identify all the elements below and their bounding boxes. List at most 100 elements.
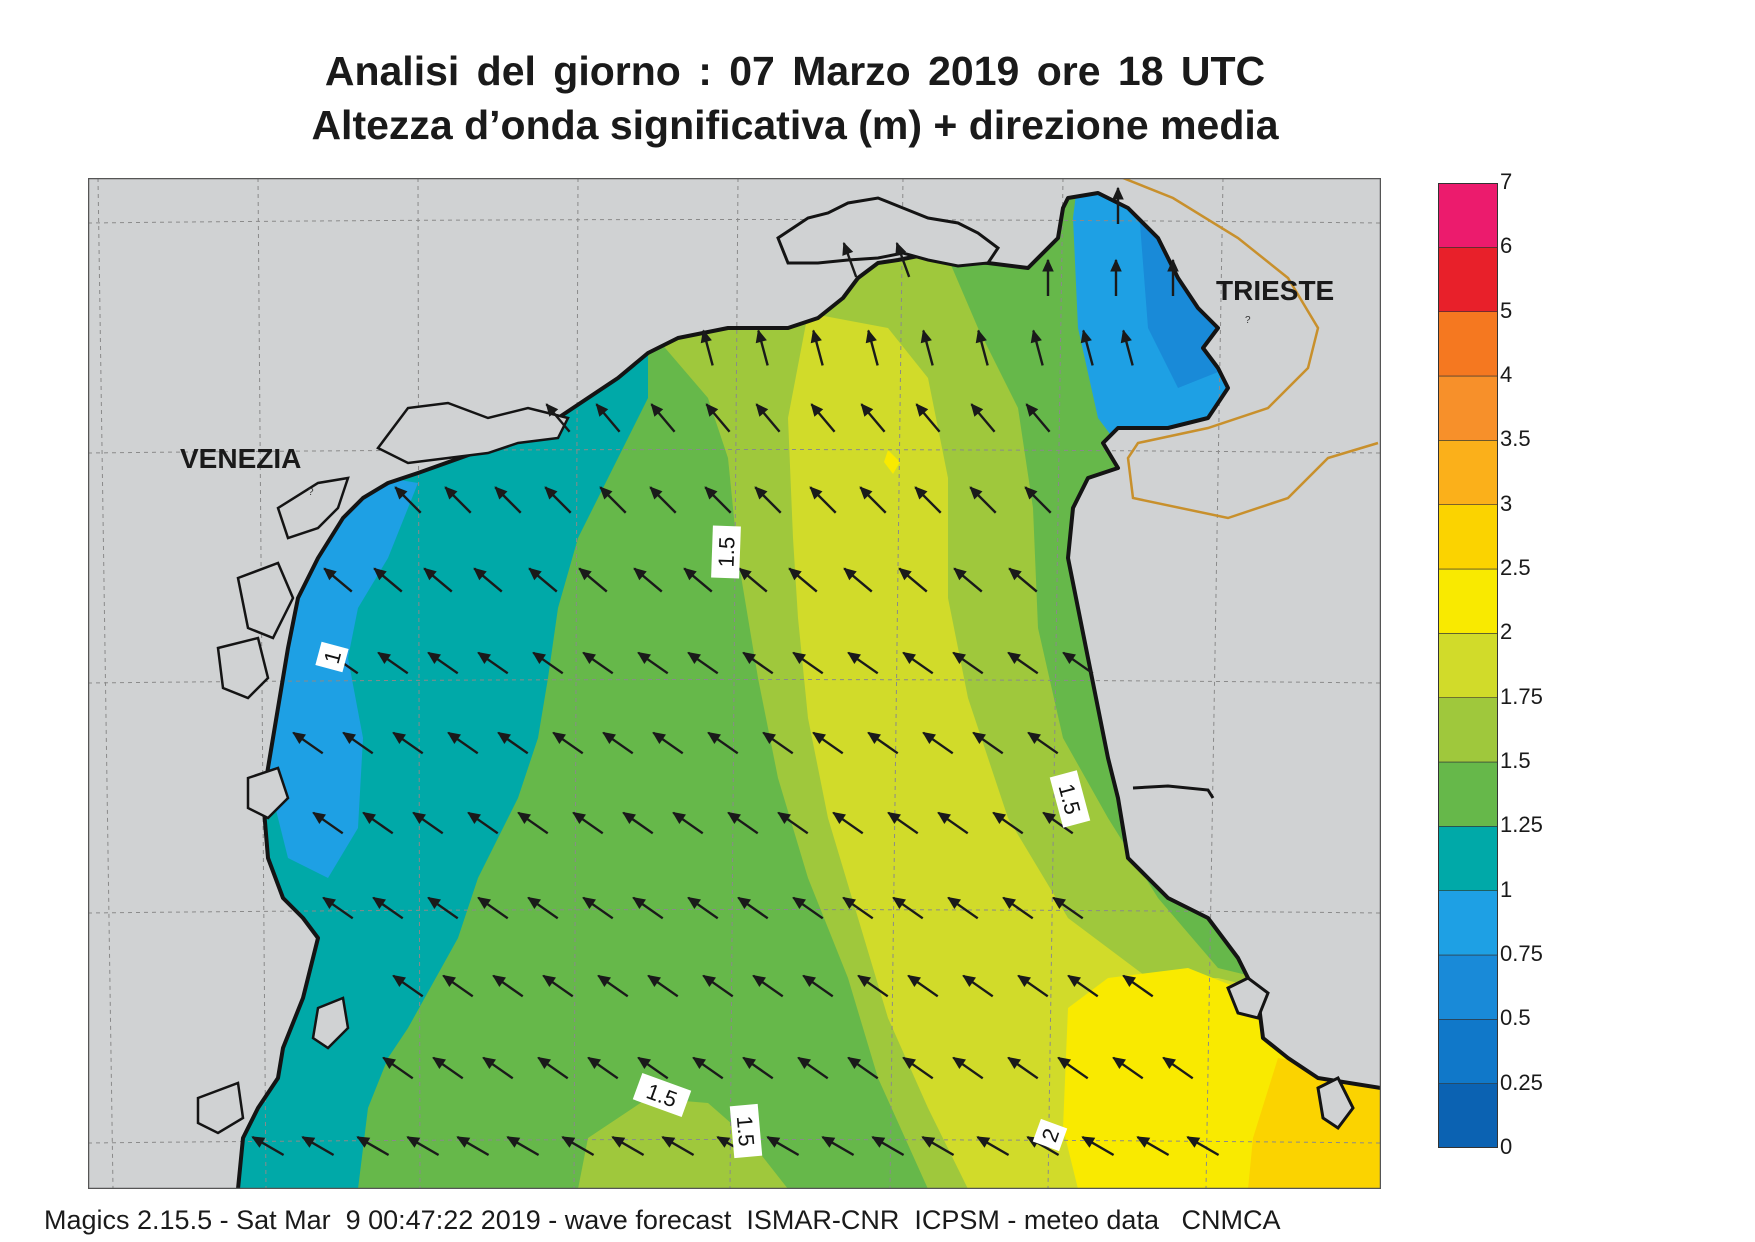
wave-arrow-head <box>920 329 932 344</box>
wave-arrow-head <box>649 486 663 500</box>
wave-arrow-head <box>602 731 616 745</box>
wave-arrow-head <box>1027 731 1041 745</box>
wave-arrow-head <box>716 1136 731 1148</box>
map-subtitle: Altezza d’onda significativa (m) + direz… <box>311 102 1279 148</box>
colorbar-segment <box>1438 1083 1498 1148</box>
wave-arrow-head <box>821 1136 836 1148</box>
colorbar-segment <box>1438 375 1498 441</box>
wave-arrow-head <box>860 403 874 417</box>
wave-arrow-head <box>755 329 767 344</box>
wave-arrow-head <box>578 567 592 581</box>
contour-labels: 1 1.5 1.5 1.5 1.5 2 <box>315 525 1091 1159</box>
wave-arrow-head <box>1062 651 1076 665</box>
wave-arrow-head <box>251 1136 266 1148</box>
wave-arrow-head <box>552 731 566 745</box>
wave-arrow-head <box>907 974 921 988</box>
colorbar-segment <box>1438 247 1498 312</box>
wave-arrow-head <box>423 567 437 581</box>
wave-arrow-head <box>865 329 877 344</box>
wave-arrow-head <box>392 731 406 745</box>
wave-arrow-head <box>1067 974 1081 988</box>
colorbar-tick-label: 4 <box>1500 362 1513 387</box>
contour-label-box <box>729 1103 763 1159</box>
wave-arrow-head <box>301 1136 316 1148</box>
contour-label-text: 1.5 <box>713 536 739 567</box>
wave-arrow-head <box>707 731 721 745</box>
contour-label: 1.5 <box>632 1072 692 1118</box>
wave-arrow-head <box>1122 974 1136 988</box>
colorbar-tick-label: 2 <box>1500 619 1513 645</box>
map-frame <box>87 177 1382 1190</box>
wave-map-svg: 1 1.5 1.5 1.5 1.5 2 VEN <box>87 177 1382 1190</box>
wave-arrow-head <box>792 651 806 665</box>
wave-arrow-head <box>517 811 531 825</box>
wave-arrow-head <box>492 974 506 988</box>
colorbar <box>1438 183 1498 1148</box>
wave-arrow-head <box>392 974 406 988</box>
contour-label: 1 <box>315 641 349 673</box>
wave-arrow-head <box>1008 567 1022 581</box>
wave-arrow-head <box>898 567 912 581</box>
wave-arrow-head <box>611 1136 626 1148</box>
graticule-meridian <box>1047 178 1064 1189</box>
sea-band-1-75-spot <box>884 450 900 474</box>
wave-arrow-head <box>792 896 806 910</box>
wave-arrow-head <box>1167 258 1179 272</box>
wave-arrow-head <box>976 1136 991 1148</box>
island-east <box>1226 976 1270 1020</box>
wave-arrow-head <box>953 567 967 581</box>
wave-arrow-head <box>622 811 636 825</box>
wave-arrow-head <box>922 731 936 745</box>
lagoon-island <box>246 766 290 820</box>
wave-arrow-head <box>810 403 824 417</box>
wave-arrow-head <box>587 1056 601 1070</box>
wave-arrow-head <box>372 896 386 910</box>
wave-arrow-head <box>788 567 802 581</box>
wave-arrow-head <box>532 651 546 665</box>
wave-arrow-head <box>902 651 916 665</box>
wave-arrow-head <box>847 651 861 665</box>
wave-arrow-head <box>871 1136 886 1148</box>
colorbar-segment <box>1438 311 1498 377</box>
colorbar-segment <box>1438 568 1498 634</box>
wave-arrow-head <box>970 403 984 417</box>
wave-arrow-head <box>683 567 697 581</box>
peninsula-spit <box>1132 784 1215 799</box>
colorbar-tick-label: 1 <box>1500 876 1513 902</box>
contour-label: 2 <box>1032 1118 1068 1152</box>
wave-arrow-head <box>342 731 356 745</box>
colorbar-tick-label: 0.75 <box>1500 941 1543 966</box>
wave-arrow-head <box>842 241 854 256</box>
island-north <box>776 196 1001 268</box>
wave-arrow-head <box>377 651 391 665</box>
graticule-meridian <box>889 178 904 1189</box>
wave-arrow-head <box>1017 974 1031 988</box>
wave-arrow-head <box>406 1136 421 1148</box>
wave-arrow-head <box>859 486 873 500</box>
wave-arrow-head <box>737 896 751 910</box>
wave-arrow-head <box>972 731 986 745</box>
colorbar-tick-label: 0 <box>1500 1134 1513 1159</box>
wave-arrow-head <box>842 896 856 910</box>
wave-arrow-head <box>456 1136 471 1148</box>
colorbar-segment <box>1438 826 1498 891</box>
contour-label-box <box>632 1072 692 1118</box>
wave-arrow-head <box>477 896 491 910</box>
wave-arrow-head <box>373 567 387 581</box>
wave-arrow-head <box>914 486 928 500</box>
lagoon-island <box>376 401 570 465</box>
wave-arrow-head <box>427 651 441 665</box>
graticule-meridian <box>97 178 114 1189</box>
wave-arrow-head <box>727 811 741 825</box>
wave-arrow-head <box>582 896 596 910</box>
place-label-venezia: VENEZIA <box>180 443 301 474</box>
wave-arrow-head <box>738 567 752 581</box>
place-label-trieste: TRIESTE <box>1216 275 1334 306</box>
wave-arrow-head <box>527 896 541 910</box>
contour-label: 1.5 <box>729 1103 763 1159</box>
lagoon-island <box>216 636 270 700</box>
colorbar-tick-label: 3.5 <box>1500 426 1531 452</box>
wave-arrow-head <box>537 1056 551 1070</box>
contour-label: 1.5 <box>1049 770 1091 828</box>
wave-arrow-head <box>867 731 881 745</box>
